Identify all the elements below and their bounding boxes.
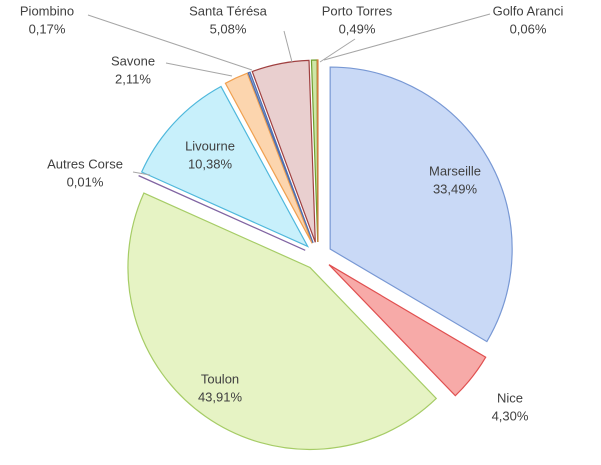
slice-value: 43,91% bbox=[198, 389, 243, 404]
slice-value: 0,49% bbox=[339, 21, 376, 36]
slice-label: Savone bbox=[111, 53, 155, 68]
leader-line bbox=[132, 171, 151, 176]
leader-line bbox=[165, 62, 233, 77]
pie-slice bbox=[328, 264, 487, 397]
leader-line bbox=[319, 38, 356, 63]
pie-slice bbox=[140, 85, 310, 248]
leader-line bbox=[283, 30, 293, 63]
slice-label: Santa Térésa bbox=[189, 3, 268, 18]
pie-slice bbox=[138, 175, 306, 251]
leader-line bbox=[87, 14, 253, 71]
pie-slice bbox=[316, 59, 319, 243]
slice-value: 0,17% bbox=[29, 21, 66, 36]
slice-label: Toulon bbox=[201, 371, 239, 386]
slice-value: 10,38% bbox=[188, 156, 233, 171]
slice-value: 33,49% bbox=[433, 181, 478, 196]
slice-label: Livourne bbox=[185, 138, 235, 153]
slice-label: Nice bbox=[497, 390, 523, 405]
slice-value: 4,30% bbox=[492, 408, 529, 423]
slice-value: 5,08% bbox=[210, 21, 247, 36]
pie-slice bbox=[127, 192, 438, 450]
pie-slice bbox=[247, 71, 314, 244]
slice-value: 2,11% bbox=[115, 71, 151, 86]
leader-line bbox=[323, 13, 491, 61]
pie-slice bbox=[329, 66, 513, 343]
slice-label: Autres Corse bbox=[47, 156, 123, 171]
slice-label: Porto Torres bbox=[322, 3, 393, 18]
pie-slice bbox=[224, 72, 313, 244]
slice-value: 0,06% bbox=[510, 21, 547, 36]
slice-value: 0,01% bbox=[67, 174, 104, 189]
slice-label: Piombino bbox=[20, 3, 74, 18]
pie-slice bbox=[251, 59, 316, 243]
slice-label: Golfo Aranci bbox=[493, 3, 564, 18]
slice-label: Marseille bbox=[429, 163, 481, 178]
